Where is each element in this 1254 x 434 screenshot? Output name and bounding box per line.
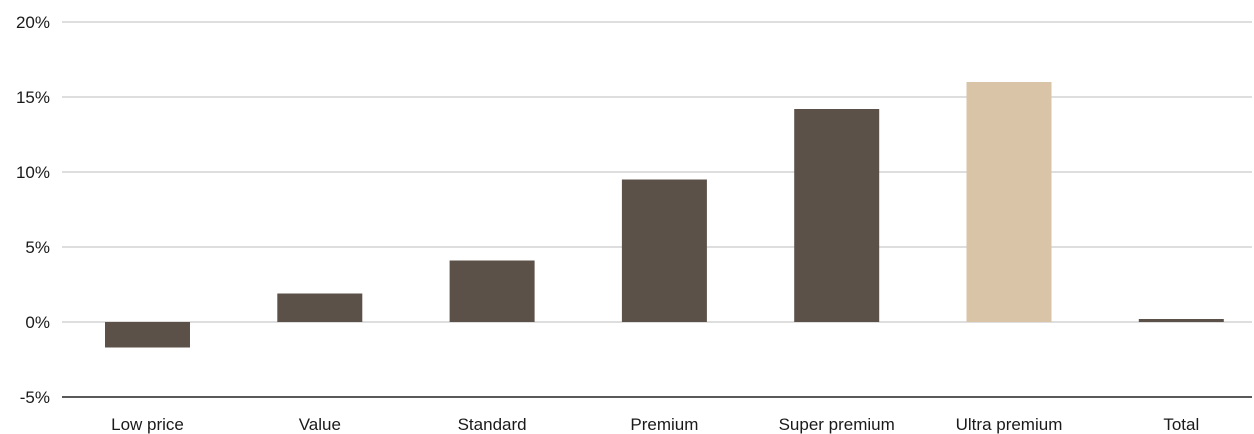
y-axis-tick-labels: 20% 15% 10% 5% 0% -5%: [16, 13, 50, 407]
x-axis-category-labels: Low price Value Standard Premium Super premi…: [111, 415, 1199, 434]
y-tick-label: -5%: [20, 388, 50, 407]
y-tick-label: 5%: [25, 238, 50, 257]
bar-low-price: [105, 322, 190, 348]
bar-ultra-premium: [966, 82, 1052, 322]
bar-super-premium: [794, 109, 880, 322]
bar-total: [1138, 319, 1224, 322]
x-tick-label: Value: [299, 415, 341, 434]
x-tick-label: Total: [1163, 415, 1199, 434]
x-tick-label: Standard: [458, 415, 527, 434]
x-tick-label: Premium: [630, 415, 698, 434]
x-tick-label: Ultra premium: [956, 415, 1063, 434]
bar-value: [277, 293, 363, 322]
x-tick-label: Super premium: [779, 415, 895, 434]
y-tick-label: 0%: [25, 313, 50, 332]
bar-premium: [621, 179, 707, 322]
y-tick-label: 15%: [16, 88, 50, 107]
x-tick-label: Low price: [111, 415, 184, 434]
y-tick-label: 10%: [16, 163, 50, 182]
bars: [105, 82, 1224, 348]
y-tick-label: 20%: [16, 13, 50, 32]
bar-standard: [449, 260, 535, 322]
